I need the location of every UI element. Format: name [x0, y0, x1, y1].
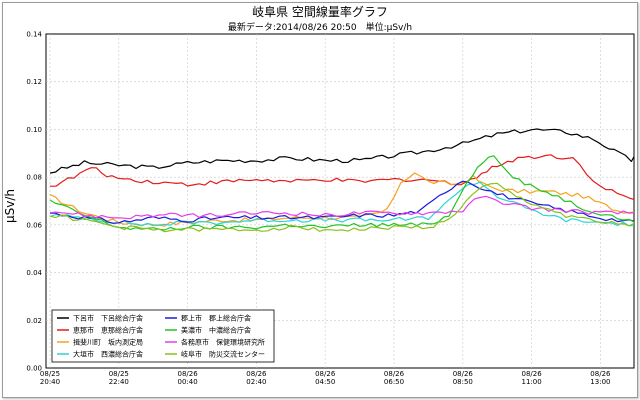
series-line [49, 195, 634, 220]
x-tick-date: 08/26 [246, 370, 267, 378]
x-tick-date: 08/25 [40, 370, 60, 378]
legend-label: 下呂市 下呂総合庁舎 [73, 314, 143, 323]
legend-box [51, 309, 275, 363]
legend-label: 大垣市 西濃総合庁舎 [73, 350, 143, 359]
legend-label: 美濃市 中濃総合庁舎 [181, 326, 251, 335]
series-line [49, 155, 634, 231]
series-line [50, 154, 634, 201]
x-axis-ticks: 08/2520:4008/2522:4008/2600:4008/2602:40… [40, 370, 611, 386]
y-tick-label: 0.04 [26, 269, 42, 277]
x-tick-date: 08/26 [384, 370, 405, 378]
chart-title: 岐阜県 空間線量率グラフ [252, 5, 388, 19]
series-line [49, 181, 634, 227]
x-tick-time: 04:50 [315, 378, 335, 386]
y-tick-label: 0.02 [26, 317, 42, 325]
x-tick-date: 08/26 [315, 370, 336, 378]
y-tick-label: 0.06 [26, 221, 42, 229]
y-tick-label: 0.12 [26, 78, 42, 86]
x-tick-time: 08:50 [453, 378, 473, 386]
series-line [49, 182, 634, 233]
x-tick-date: 08/26 [522, 370, 543, 378]
x-tick-date: 08/26 [178, 370, 199, 378]
x-tick-time: 06:50 [384, 378, 404, 386]
y-tick-label: 0.10 [26, 126, 42, 134]
y-axis-label: μSv/h [3, 189, 17, 223]
chart-subtitle: 最新データ:2014/08/26 20:50 単位:μSv/h [227, 23, 413, 33]
series-line [49, 128, 634, 174]
legend-label: 郡上市 郡上総合庁舎 [181, 314, 251, 323]
x-tick-time: 22:40 [109, 378, 129, 386]
y-tick-label: 0.08 [26, 174, 42, 182]
x-tick-time: 20:40 [40, 378, 60, 386]
x-tick-time: 13:00 [590, 378, 610, 386]
x-tick-date: 08/26 [590, 370, 611, 378]
x-tick-time: 02:40 [246, 378, 266, 386]
x-tick-date: 08/25 [109, 370, 129, 378]
legend-label: 恵那市 恵那総合庁舎 [73, 326, 143, 335]
x-tick-time: 00:40 [178, 378, 198, 386]
legend-label: 各務原市 保健環境研究所 [181, 338, 265, 347]
y-tick-label: 0.00 [26, 365, 42, 373]
x-tick-time: 11:00 [522, 378, 542, 386]
legend-label: 揖斐川町 坂内測定局 [73, 338, 143, 347]
y-tick-label: 0.14 [26, 31, 42, 39]
y-axis-ticks: 0.00 0.02 0.04 0.06 0.08 0.10 0.12 0.14 [26, 31, 42, 373]
legend-label: 岐阜市 防災交流センター [181, 350, 265, 359]
x-tick-date: 08/26 [453, 370, 474, 378]
series-layer [49, 128, 634, 233]
